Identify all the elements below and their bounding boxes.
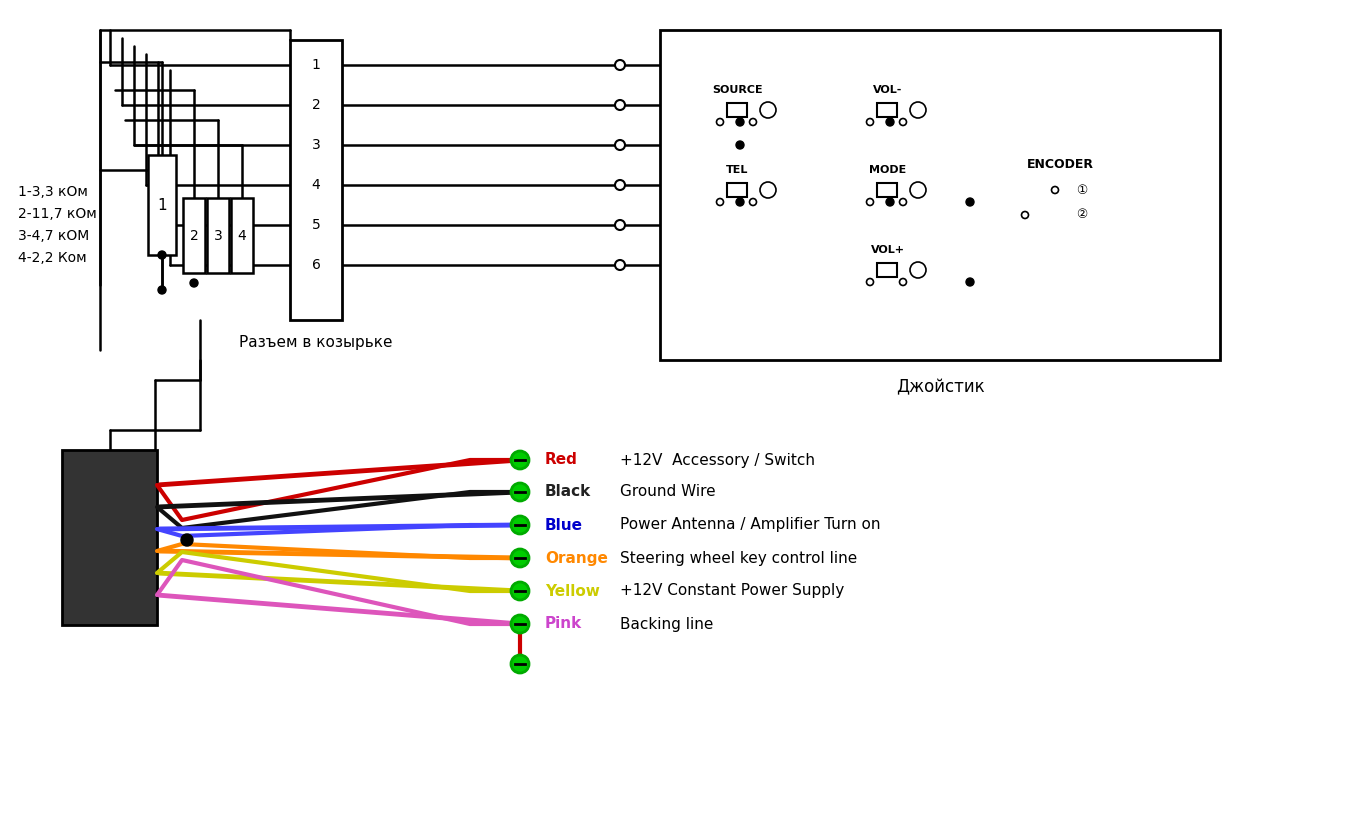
Text: 1-3,3 кОм: 1-3,3 кОм [18, 185, 88, 199]
Circle shape [866, 119, 873, 125]
Text: 6: 6 [311, 258, 321, 272]
Text: 1: 1 [765, 185, 770, 195]
Circle shape [158, 286, 166, 294]
Bar [877, 183, 897, 197]
Text: 1: 1 [311, 58, 321, 72]
Circle shape [616, 260, 625, 270]
Circle shape [511, 483, 529, 501]
Circle shape [1021, 211, 1029, 219]
Circle shape [911, 102, 925, 118]
Circle shape [1052, 186, 1059, 194]
Bar [660, 30, 1220, 360]
Text: 2: 2 [915, 265, 921, 275]
Circle shape [717, 119, 723, 125]
Text: TEL: TEL [726, 165, 749, 175]
Text: 3-4,7 кОМ: 3-4,7 кОМ [18, 229, 89, 243]
Circle shape [511, 549, 529, 567]
Text: 3: 3 [311, 138, 321, 152]
Text: Steering wheel key control line: Steering wheel key control line [620, 550, 857, 565]
Circle shape [749, 199, 757, 205]
Bar [230, 198, 253, 273]
Text: Red: Red [546, 452, 578, 468]
Circle shape [911, 182, 925, 198]
Text: 3: 3 [214, 229, 222, 243]
Text: 2-11,7 кОм: 2-11,7 кОм [18, 207, 97, 221]
Bar [727, 183, 748, 197]
Bar [148, 155, 176, 255]
Text: SOURCE: SOURCE [713, 85, 762, 95]
Circle shape [190, 279, 198, 287]
Text: MODE: MODE [869, 165, 907, 175]
Circle shape [900, 279, 907, 285]
Text: 4: 4 [237, 229, 247, 243]
Bar [727, 103, 748, 117]
Bar [877, 103, 897, 117]
Text: Джойстик: Джойстик [896, 378, 985, 396]
Circle shape [616, 180, 625, 190]
Text: VOL-: VOL- [873, 85, 902, 95]
Bar [290, 40, 342, 320]
Circle shape [511, 451, 529, 469]
Circle shape [866, 279, 873, 285]
Text: 2: 2 [915, 185, 921, 195]
Circle shape [900, 119, 907, 125]
Text: 2: 2 [311, 98, 321, 112]
Circle shape [749, 119, 757, 125]
Text: ②: ② [1076, 209, 1087, 221]
Bar [183, 198, 205, 273]
Circle shape [717, 199, 723, 205]
Circle shape [911, 262, 925, 278]
Bar [207, 198, 229, 273]
Circle shape [760, 102, 776, 118]
Text: Blue: Blue [546, 517, 583, 532]
Text: ①: ① [1076, 183, 1087, 196]
Text: 5: 5 [311, 218, 321, 232]
Text: Orange: Orange [546, 550, 607, 565]
Circle shape [735, 198, 744, 206]
Circle shape [735, 118, 744, 126]
Text: 4-2,2 Ком: 4-2,2 Ком [18, 251, 86, 265]
Circle shape [616, 100, 625, 110]
Circle shape [900, 199, 907, 205]
Bar [877, 263, 897, 277]
Circle shape [886, 118, 894, 126]
Text: Power Antenna / Amplifier Turn on: Power Antenna / Amplifier Turn on [620, 517, 881, 532]
Circle shape [511, 615, 529, 633]
Bar [62, 450, 158, 625]
Circle shape [735, 141, 744, 149]
Circle shape [616, 60, 625, 70]
Text: +12V  Accessory / Switch: +12V Accessory / Switch [620, 452, 815, 468]
Text: VOL+: VOL+ [870, 245, 904, 255]
Text: 2: 2 [190, 229, 198, 243]
Circle shape [616, 220, 625, 230]
Text: Yellow: Yellow [546, 583, 599, 598]
Circle shape [886, 198, 894, 206]
Text: ENCODER: ENCODER [1026, 158, 1094, 172]
Circle shape [511, 582, 529, 600]
Text: Pink: Pink [546, 616, 582, 631]
Circle shape [511, 655, 529, 673]
Circle shape [760, 182, 776, 198]
Circle shape [158, 251, 166, 259]
Circle shape [966, 278, 974, 286]
Text: 2: 2 [915, 105, 921, 115]
Text: Backing line: Backing line [620, 616, 714, 631]
Circle shape [511, 516, 529, 534]
Circle shape [616, 140, 625, 150]
Text: Разъем в козырьке: Разъем в козырьке [240, 335, 393, 350]
Text: Ground Wire: Ground Wire [620, 484, 715, 499]
Circle shape [866, 199, 873, 205]
Text: 1: 1 [158, 197, 167, 213]
Text: Black: Black [546, 484, 591, 499]
Text: +12V Constant Power Supply: +12V Constant Power Supply [620, 583, 845, 598]
Text: 1: 1 [765, 105, 770, 115]
Circle shape [966, 198, 974, 206]
Circle shape [180, 534, 193, 546]
Text: 4: 4 [311, 178, 321, 192]
